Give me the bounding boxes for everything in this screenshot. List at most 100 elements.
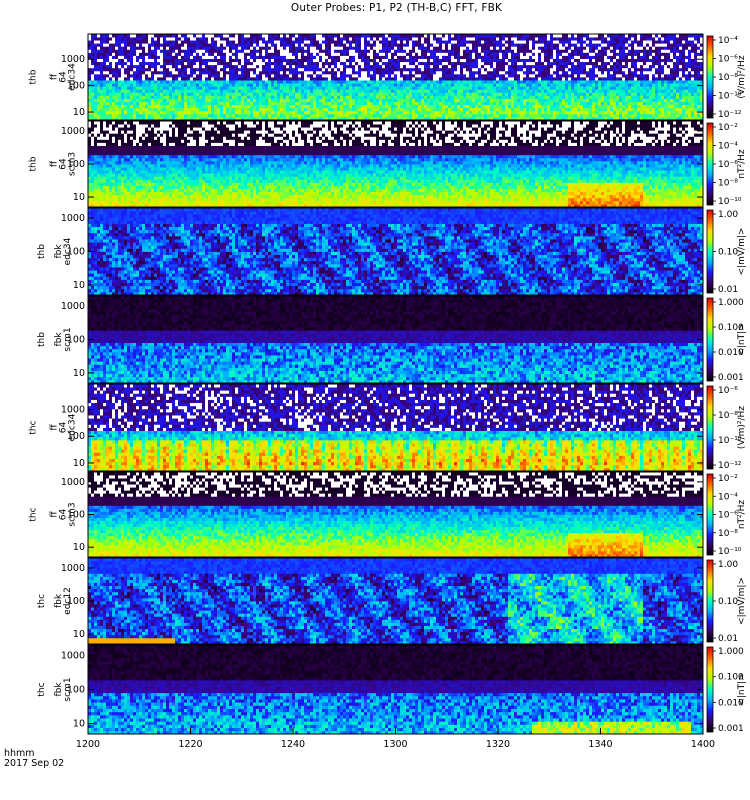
heatmap-cell bbox=[121, 92, 125, 96]
heatmap-cell bbox=[385, 110, 389, 115]
heatmap-cell bbox=[316, 70, 320, 75]
heatmap-cell bbox=[268, 37, 272, 41]
heatmap-cell bbox=[331, 86, 335, 90]
heatmap-cell bbox=[193, 49, 197, 53]
heatmap-cell bbox=[319, 86, 323, 90]
heatmap-cell bbox=[229, 37, 233, 41]
heatmap-cell bbox=[550, 113, 554, 118]
heatmap-cell bbox=[460, 80, 464, 84]
heatmap-cell bbox=[616, 55, 620, 59]
heatmap-cell bbox=[496, 110, 500, 115]
heatmap-cell bbox=[379, 107, 383, 112]
heatmap-cell bbox=[280, 40, 284, 44]
heatmap-cell bbox=[508, 70, 512, 75]
heatmap-cell bbox=[400, 110, 404, 115]
heatmap-cell bbox=[523, 49, 527, 53]
heatmap-cell bbox=[184, 107, 188, 112]
heatmap-cell bbox=[274, 83, 278, 87]
heatmap-cell bbox=[109, 49, 113, 53]
heatmap-cell bbox=[214, 86, 218, 90]
heatmap-cell bbox=[382, 40, 386, 44]
heatmap-cell bbox=[334, 43, 338, 47]
heatmap-cell bbox=[370, 61, 374, 66]
heatmap-cell bbox=[511, 98, 515, 102]
heatmap-cell bbox=[211, 95, 215, 99]
heatmap-cell bbox=[433, 49, 437, 53]
heatmap-cell bbox=[487, 55, 491, 59]
heatmap-cell bbox=[205, 64, 209, 69]
heatmap-cell bbox=[154, 116, 158, 121]
heatmap-cell bbox=[481, 110, 485, 115]
heatmap-cell bbox=[379, 86, 383, 90]
heatmap-cell bbox=[508, 86, 512, 90]
heatmap-cell bbox=[352, 73, 356, 78]
heatmap-cell bbox=[169, 40, 173, 44]
heatmap-cell bbox=[112, 58, 116, 63]
heatmap-cell bbox=[571, 95, 575, 99]
heatmap-cell bbox=[373, 113, 377, 118]
heatmap-cell bbox=[535, 110, 539, 115]
heatmap-cell bbox=[115, 101, 119, 106]
heatmap-cell bbox=[232, 70, 236, 75]
heatmap-cell bbox=[595, 89, 599, 93]
heatmap-cell bbox=[424, 101, 428, 106]
heatmap-cell bbox=[616, 92, 620, 96]
heatmap-cell bbox=[517, 101, 521, 106]
heatmap-cell bbox=[535, 83, 539, 87]
heatmap-cell bbox=[106, 83, 110, 87]
heatmap-cell bbox=[88, 64, 92, 69]
heatmap-cell bbox=[268, 40, 272, 44]
heatmap-cell bbox=[439, 40, 443, 44]
heatmap-cell bbox=[610, 64, 614, 69]
heatmap-cell bbox=[475, 67, 479, 72]
heatmap-cell bbox=[388, 73, 392, 78]
heatmap-cell bbox=[391, 34, 395, 38]
heatmap-cell bbox=[394, 61, 398, 66]
heatmap-cell bbox=[199, 49, 203, 53]
heatmap-cell bbox=[280, 110, 284, 115]
heatmap-cell bbox=[289, 110, 293, 115]
heatmap-cell bbox=[403, 52, 407, 56]
heatmap-cell bbox=[274, 89, 278, 93]
heatmap-cell bbox=[370, 101, 374, 106]
heatmap-cell bbox=[490, 92, 494, 96]
heatmap-cell bbox=[295, 52, 299, 56]
heatmap-cell bbox=[352, 64, 356, 69]
heatmap-cell bbox=[91, 64, 95, 69]
heatmap-cell bbox=[505, 89, 509, 93]
heatmap-cell bbox=[217, 52, 221, 56]
heatmap-cell bbox=[298, 104, 302, 109]
heatmap-cell bbox=[460, 58, 464, 63]
heatmap-cell bbox=[160, 73, 164, 78]
heatmap-cell bbox=[448, 37, 452, 41]
heatmap-cell bbox=[187, 49, 191, 53]
heatmap-cell bbox=[205, 40, 209, 44]
heatmap-cell bbox=[109, 116, 113, 121]
heatmap-cell bbox=[196, 101, 200, 106]
heatmap-cell bbox=[391, 113, 395, 118]
heatmap-cell bbox=[199, 83, 203, 87]
heatmap-cell bbox=[157, 40, 161, 44]
heatmap-cell bbox=[364, 49, 368, 53]
heatmap-cell bbox=[355, 40, 359, 44]
heatmap-cell bbox=[298, 55, 302, 59]
heatmap-cell bbox=[460, 73, 464, 78]
heatmap-cell bbox=[304, 52, 308, 56]
heatmap-cell bbox=[325, 110, 329, 115]
heatmap-cell bbox=[493, 58, 497, 63]
heatmap-cell bbox=[232, 110, 236, 115]
heatmap-cell bbox=[118, 98, 122, 102]
heatmap-cell bbox=[208, 104, 212, 109]
heatmap-cell bbox=[460, 107, 464, 112]
heatmap-cell bbox=[562, 52, 566, 56]
heatmap-cell bbox=[322, 107, 326, 112]
heatmap-cell bbox=[220, 113, 224, 118]
heatmap-cell bbox=[574, 110, 578, 115]
heatmap-cell bbox=[376, 116, 380, 121]
heatmap-cell bbox=[247, 86, 251, 90]
heatmap-cell bbox=[346, 104, 350, 109]
heatmap-cell bbox=[94, 70, 98, 75]
heatmap-cell bbox=[442, 64, 446, 69]
heatmap-cell bbox=[613, 58, 617, 63]
heatmap-cell bbox=[616, 49, 620, 53]
